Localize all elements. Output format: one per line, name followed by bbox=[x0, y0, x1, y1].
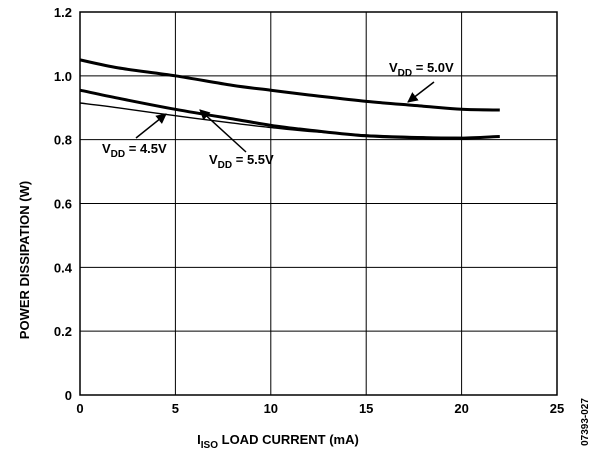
annotation-vdd-5-5v: VDD = 5.5V bbox=[199, 109, 274, 171]
annotation-layer: VDD = 5.0V VDD = 4.5V VDD = 5.5V bbox=[102, 60, 454, 171]
series-layer bbox=[79, 58, 500, 140]
x-axis-label-main: I bbox=[197, 432, 201, 447]
annotation-label: VDD = 4.5V bbox=[102, 141, 167, 160]
y-tick-label: 1.0 bbox=[54, 69, 72, 84]
series-vdd-4-5v-line bbox=[79, 102, 462, 139]
annotation-label: VDD = 5.5V bbox=[209, 152, 274, 171]
annotation-label: VDD = 5.0V bbox=[389, 60, 454, 79]
y-tick-label: 0 bbox=[65, 388, 72, 403]
x-tick-label: 10 bbox=[264, 401, 278, 416]
x-tick-label: 20 bbox=[454, 401, 468, 416]
annotation-arrow bbox=[199, 109, 247, 153]
annotation-vdd-4-5v: VDD = 4.5V bbox=[102, 113, 167, 160]
x-axis-label: IISO LOAD CURRENT (mA) bbox=[197, 432, 359, 451]
x-tick-label: 25 bbox=[550, 401, 564, 416]
x-axis-label-sub: ISO bbox=[201, 440, 218, 451]
annotation-vdd-5-0v: VDD = 5.0V bbox=[389, 60, 454, 103]
x-tick-label: 15 bbox=[359, 401, 373, 416]
y-tick-label: 1.2 bbox=[54, 5, 72, 20]
plot-frame bbox=[79, 11, 558, 396]
y-tick-label: 0.2 bbox=[54, 324, 72, 339]
figure-id: 07393-027 bbox=[580, 398, 591, 446]
annotation-arrow bbox=[135, 113, 167, 139]
annotation-arrow bbox=[407, 81, 435, 103]
y-tick-label: 0.6 bbox=[54, 197, 72, 212]
y-tick-label: 0.8 bbox=[54, 133, 72, 148]
x-tick-label: 0 bbox=[76, 401, 83, 416]
tick-labels: 0 5 10 15 20 25 0 0.2 0.4 0.6 0.8 1.0 1.2 bbox=[54, 5, 564, 416]
series-vdd-5-5v-line bbox=[79, 88, 500, 140]
y-tick-label: 0.4 bbox=[54, 260, 73, 275]
x-axis-label-rest: LOAD CURRENT (mA) bbox=[218, 432, 359, 447]
series-vdd-5-0v-line bbox=[79, 58, 500, 112]
x-tick-label: 5 bbox=[172, 401, 179, 416]
grid bbox=[79, 11, 558, 396]
y-axis-label: POWER DISSIPATION (W) bbox=[17, 181, 32, 339]
